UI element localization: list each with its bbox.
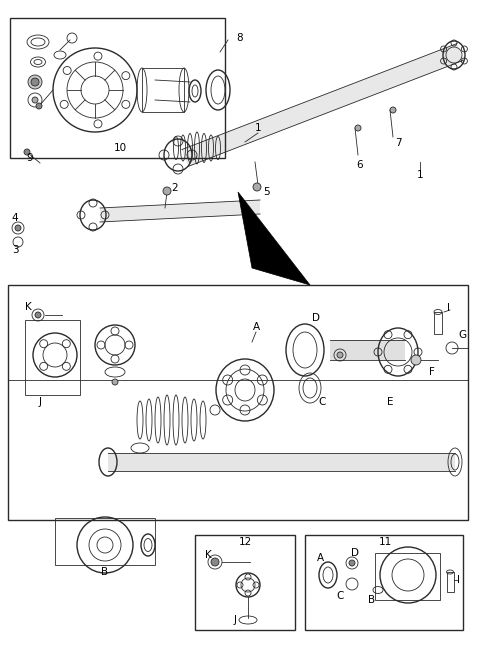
- Text: 4: 4: [12, 213, 18, 223]
- Text: 10: 10: [113, 143, 127, 153]
- Circle shape: [390, 107, 396, 113]
- Circle shape: [15, 225, 21, 231]
- Text: 6: 6: [357, 160, 363, 170]
- Text: 12: 12: [239, 537, 252, 547]
- Circle shape: [163, 187, 171, 195]
- Bar: [305, 535, 463, 630]
- Text: C: C: [336, 591, 344, 601]
- Circle shape: [112, 379, 118, 385]
- Text: 2: 2: [172, 183, 178, 193]
- Bar: [195, 535, 295, 630]
- Text: C: C: [318, 397, 326, 407]
- Polygon shape: [182, 43, 463, 167]
- Text: 3: 3: [12, 245, 18, 255]
- Text: A: A: [316, 553, 324, 563]
- Text: 8: 8: [237, 33, 243, 43]
- Circle shape: [35, 312, 41, 318]
- Text: J: J: [38, 397, 41, 407]
- Text: 9: 9: [27, 153, 33, 163]
- Text: I: I: [446, 303, 449, 313]
- Circle shape: [211, 558, 219, 566]
- Bar: [434, 312, 442, 334]
- Text: G: G: [458, 330, 466, 340]
- Text: F: F: [429, 367, 435, 377]
- Polygon shape: [330, 340, 405, 360]
- Text: J: J: [233, 615, 237, 625]
- Text: 1: 1: [255, 123, 261, 133]
- Circle shape: [349, 560, 355, 566]
- Text: 1: 1: [417, 170, 423, 180]
- Text: K: K: [24, 302, 31, 312]
- Circle shape: [32, 97, 38, 103]
- Circle shape: [31, 78, 39, 86]
- Circle shape: [36, 103, 42, 109]
- Text: B: B: [369, 595, 375, 605]
- Text: 11: 11: [378, 537, 392, 547]
- Text: I: I: [456, 575, 459, 585]
- Polygon shape: [108, 453, 455, 471]
- Text: 5: 5: [264, 187, 270, 197]
- Circle shape: [253, 183, 261, 191]
- Text: D: D: [351, 548, 359, 558]
- Bar: [10, 18, 225, 158]
- Text: D: D: [312, 313, 320, 323]
- Bar: [447, 572, 454, 592]
- Text: K: K: [204, 550, 211, 560]
- Circle shape: [355, 125, 361, 131]
- Polygon shape: [238, 192, 310, 285]
- Text: A: A: [252, 322, 260, 332]
- Bar: [142, 68, 184, 112]
- Text: 7: 7: [395, 138, 401, 148]
- Polygon shape: [100, 200, 260, 222]
- Circle shape: [337, 352, 343, 358]
- Circle shape: [24, 149, 30, 155]
- Circle shape: [28, 75, 42, 89]
- Text: E: E: [387, 397, 393, 407]
- Text: B: B: [101, 567, 108, 577]
- Circle shape: [411, 355, 421, 365]
